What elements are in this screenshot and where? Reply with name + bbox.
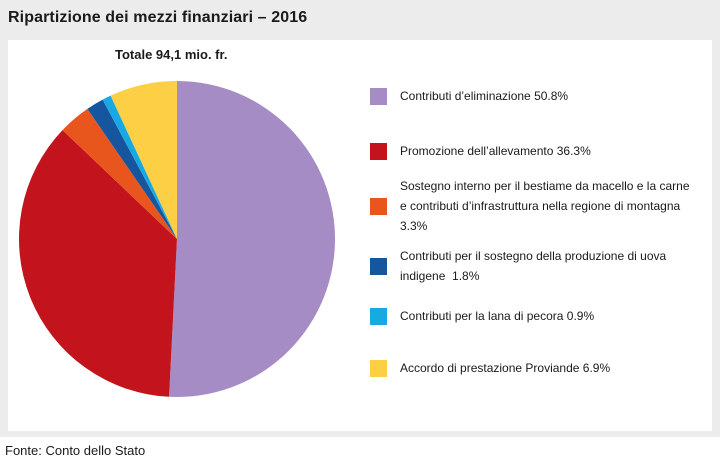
legend-swatch [370,142,387,160]
pie-slice [169,81,336,398]
legend-label: Contributi per il sostegno della produzi… [400,249,670,283]
chart-panel: Totale 94,1 mio. fr. Contributi d’elimin… [8,40,712,431]
pie-chart [18,81,336,398]
pie-slice [87,99,177,239]
figure-frame: Ripartizione dei mezzi finanziari – 2016… [0,0,720,437]
legend-swatch [370,197,387,215]
legend-swatch [370,307,387,325]
legend-item: Contributi per il sostegno della produzi… [370,246,696,286]
pie-slice [18,130,177,397]
pie-slice [62,108,177,239]
pie-slice [110,81,177,239]
chart-total-label: Totale 94,1 mio. fr. [115,47,228,62]
legend-item: Sostegno interno per il bestiame da mace… [370,176,696,236]
legend-label: Promozione dell’allevamento 36.3% [400,144,591,158]
legend-swatch [370,359,387,377]
chart-title: Ripartizione dei mezzi finanziari – 2016 [8,9,308,26]
legend-swatch [370,87,387,105]
legend-label: Accordo di prestazione Proviande 6.9% [400,361,611,375]
source-note: Fonte: Conto dello Stato [5,443,146,458]
pie-slice [102,95,177,240]
legend-item: Contributi d’eliminazione 50.8% [370,86,696,106]
legend-label: Contributi d’eliminazione 50.8% [400,89,569,103]
legend-item: Accordo di prestazione Proviande 6.9% [370,358,696,378]
legend-item: Contributi per la lana di pecora 0.9% [370,306,696,326]
legend: Contributi d’eliminazione 50.8% Promozio… [370,40,700,431]
legend-label: Sostegno interno per il bestiame da mace… [400,179,693,233]
legend-label: Contributi per la lana di pecora 0.9% [400,309,595,323]
legend-item: Promozione dell’allevamento 36.3% [370,141,696,161]
legend-swatch [370,257,387,275]
